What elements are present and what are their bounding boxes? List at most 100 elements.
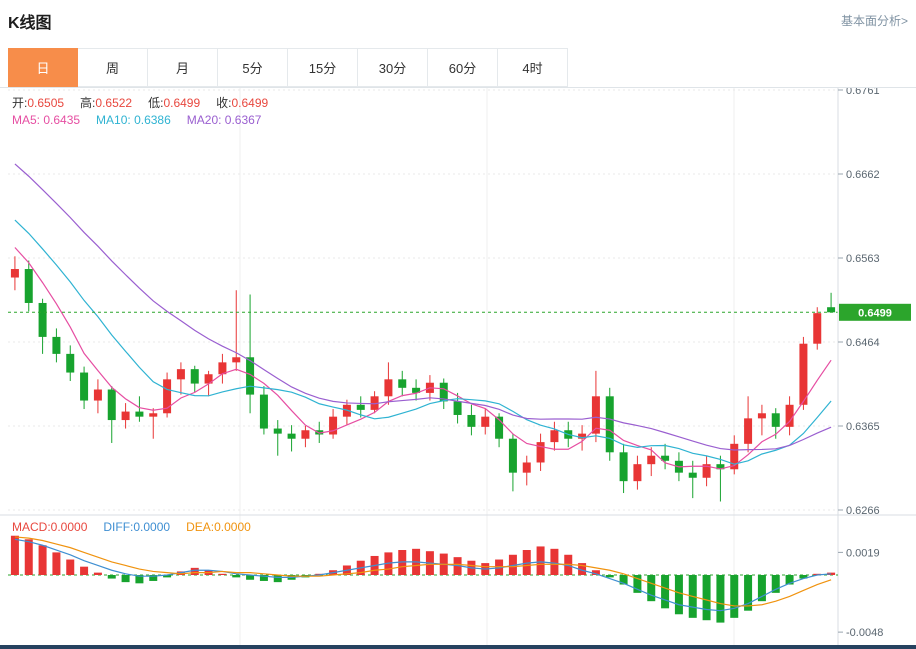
tab-m5[interactable]: 5分 [218, 48, 288, 87]
candle-body [52, 336, 61, 354]
macd-hist-bar [232, 575, 241, 578]
tab-h4[interactable]: 4时 [498, 48, 568, 87]
tab-month[interactable]: 月 [148, 48, 218, 87]
fundamental-analysis-link[interactable]: 基本面分析> [840, 14, 908, 28]
candle-body [827, 307, 836, 313]
tab-bar: 日周月 5分 15分 30分 60分 4时 [0, 48, 916, 88]
candle-body [536, 442, 545, 463]
macd-hist-bar [149, 575, 158, 581]
current-price-tag-label: 0.6499 [858, 307, 892, 319]
candle-body [550, 430, 559, 443]
candle-body [204, 374, 213, 384]
macd-hist-bar [52, 552, 61, 575]
candle-body [149, 413, 158, 417]
candle-body [301, 430, 310, 439]
macd-hist-bar [661, 575, 670, 609]
candle-body [93, 389, 102, 401]
macd-hist-bar [771, 575, 780, 593]
macd-hist-bar [24, 539, 33, 575]
candle-body [799, 343, 808, 405]
candle-body [24, 269, 33, 303]
macd-axis-label: -0.0048 [846, 627, 883, 639]
macd-hist-bar [536, 546, 545, 575]
candle-body [647, 455, 656, 465]
tab-day[interactable]: 日 [8, 48, 78, 87]
tab-m30[interactable]: 30分 [358, 48, 428, 87]
candle-body [412, 387, 421, 393]
macd-hist-bar [80, 566, 89, 575]
tab-m60[interactable]: 60分 [428, 48, 498, 87]
price-axis-label: 0.6761 [846, 88, 880, 97]
candle-body [329, 416, 338, 435]
candle-body [757, 413, 766, 419]
candle-body [495, 416, 504, 439]
candle-body [273, 428, 282, 434]
macd-hist-bar [218, 573, 227, 575]
bottom-edge-bar [0, 645, 916, 649]
macd-hist-bar [799, 575, 808, 579]
candle-body [467, 414, 476, 427]
macd-hist-bar [38, 545, 47, 575]
candle-body [232, 357, 241, 363]
candle-body [730, 443, 739, 470]
candle-body [10, 269, 19, 278]
candle-body [481, 416, 490, 427]
candle-body [121, 411, 130, 421]
price-axis-label: 0.6365 [846, 421, 880, 433]
candle-body [508, 438, 517, 473]
tab-week[interactable]: 周 [78, 48, 148, 87]
candle-body [38, 302, 47, 337]
candle-body [246, 357, 255, 395]
candle-body [66, 353, 75, 373]
macd-hist-bar [619, 575, 628, 585]
macd-hist-bar [273, 575, 282, 583]
price-axis-label: 0.6563 [846, 253, 880, 265]
candle-body [785, 404, 794, 427]
macd-hist-bar [744, 575, 753, 611]
candle-body [591, 396, 600, 434]
kline-chart[interactable]: 0.6761 0.6662 0.6563 0.6464 0.6365 0.6266 0.64… [0, 88, 916, 649]
macd-hist-bar [259, 575, 268, 581]
header: K线图 基本面分析> [0, 0, 916, 32]
macd-hist-bar [785, 575, 794, 585]
candle-body [107, 389, 116, 421]
candle-body [633, 464, 642, 482]
candle-body [744, 418, 753, 444]
ma10-line [14, 219, 832, 465]
candle-body [605, 396, 614, 453]
candle-body [771, 413, 780, 427]
candle-body [716, 464, 725, 470]
macd-hist-bar [716, 575, 725, 623]
price-axis-label: 0.6464 [846, 337, 880, 349]
macd-hist-bar [550, 548, 559, 575]
macd-hist-bar [757, 575, 766, 602]
macd-hist-bar [10, 535, 19, 575]
macd-hist-bar [578, 563, 587, 575]
candle-body [439, 382, 448, 402]
candle-body [702, 464, 711, 478]
candle-body [163, 379, 172, 414]
candle-body [176, 369, 185, 380]
candle-body [370, 396, 379, 410]
kline-chart-wrapper: 0.6761 0.6662 0.6563 0.6464 0.6365 0.6266 0.64… [0, 88, 916, 649]
current-price-tag [839, 303, 911, 321]
macd-hist-bar [674, 575, 683, 615]
macd-hist-bar [702, 575, 711, 621]
macd-hist-bar [647, 575, 656, 602]
candle-body [190, 369, 199, 384]
macd-axis-label: 0.0019 [846, 547, 880, 559]
price-axis-label: 0.6266 [846, 505, 880, 517]
candle-body [315, 430, 324, 435]
price-axis-label: 0.6662 [846, 169, 880, 181]
macd-hist-bar [633, 575, 642, 593]
candle-body [218, 362, 227, 375]
candle-body [259, 394, 268, 429]
candle-body [356, 404, 365, 410]
candle-body [813, 313, 822, 344]
macd-hist-bar [605, 575, 614, 578]
candle-body [688, 472, 697, 478]
candle-body [80, 372, 89, 401]
candle-body [578, 433, 587, 439]
candle-body [619, 452, 628, 482]
tab-m15[interactable]: 15分 [288, 48, 358, 87]
